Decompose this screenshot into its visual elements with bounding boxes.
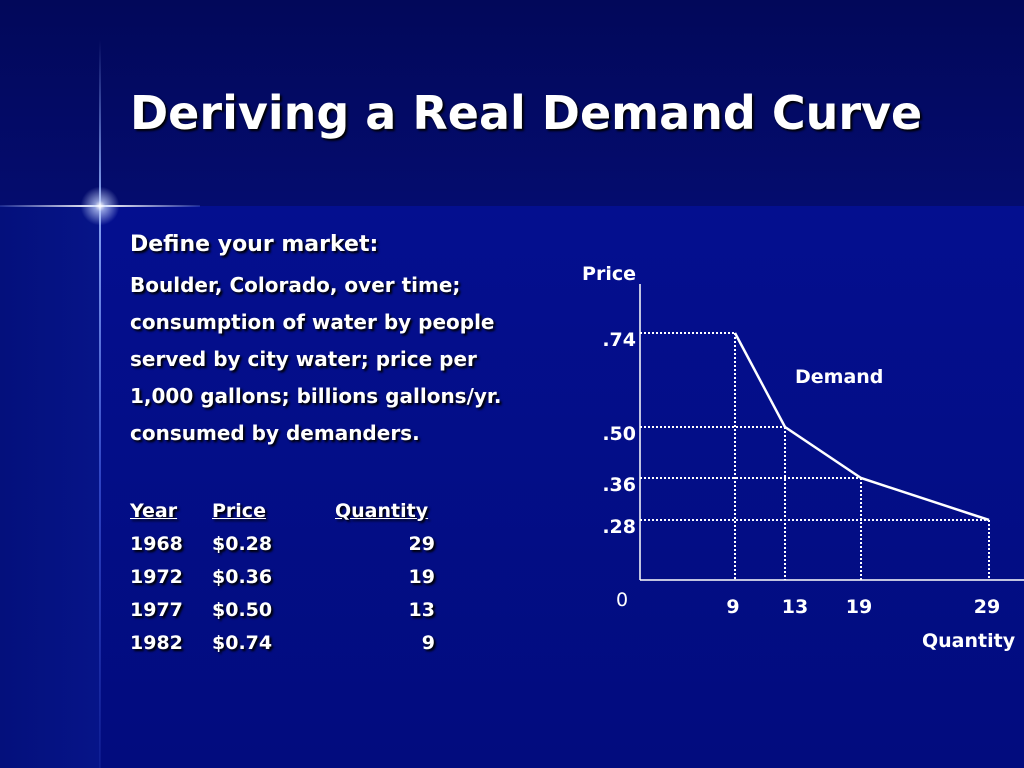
description-line: 1,000 gallons; billions gallons/yr. — [130, 384, 502, 408]
description-line: consumption of water by people — [130, 310, 495, 334]
left-band — [0, 206, 100, 768]
y-axis-label: Price — [582, 263, 636, 285]
origin-label: 0 — [616, 589, 628, 611]
table-row: 1977 $0.50 13 — [130, 593, 477, 626]
market-description: Boulder, Colorado, over time; consumptio… — [130, 268, 502, 453]
table-row: 1968 $0.28 29 — [130, 527, 477, 560]
description-line: consumed by demanders. — [130, 421, 420, 445]
x-tick-label: 19 — [846, 596, 872, 618]
header-year: Year — [130, 499, 178, 522]
cell-year: 1977 — [130, 598, 183, 621]
demand-annotation: Demand — [795, 366, 883, 388]
x-tick-label: 29 — [974, 596, 1000, 618]
table-row: 1982 $0.74 9 — [130, 626, 477, 659]
cell-quantity: 19 — [408, 565, 435, 588]
title-band — [0, 0, 1024, 206]
y-tick-label: .50 — [602, 423, 636, 445]
market-heading: Define your market: — [130, 232, 379, 257]
table-header-row: Year Price Quantity — [130, 494, 477, 527]
cell-price: $0.50 — [212, 598, 273, 621]
demand-curve — [733, 332, 990, 522]
y-tick-label: .36 — [602, 474, 636, 496]
cell-quantity: 29 — [408, 532, 435, 555]
cell-price: $0.36 — [212, 565, 273, 588]
y-tick-label: .28 — [602, 516, 636, 538]
description-line: served by city water; price per — [130, 347, 477, 371]
cell-quantity: 13 — [408, 598, 435, 621]
cell-price: $0.28 — [212, 532, 273, 555]
cell-year: 1982 — [130, 631, 183, 654]
cell-year: 1968 — [130, 532, 183, 555]
guide-lines — [640, 332, 990, 580]
cell-quantity: 9 — [421, 631, 435, 654]
decorative-vertical-line — [99, 40, 101, 768]
data-table: Year Price Quantity 1968 $0.28 29 1972 $… — [130, 494, 477, 659]
y-tick-label: .74 — [602, 329, 636, 351]
description-line: Boulder, Colorado, over time; — [130, 273, 461, 297]
cell-price: $0.74 — [212, 631, 273, 654]
body-background — [0, 206, 1024, 768]
slide-title: Deriving a Real Demand Curve — [130, 86, 923, 140]
x-tick-label: 13 — [782, 596, 808, 618]
axes — [639, 284, 1024, 581]
chart-labels: Price Quantity 0 Demand .74 .50 .36 .28 9 13 1… — [582, 263, 1016, 652]
table-row: 1972 $0.36 19 — [130, 560, 477, 593]
sparkle-icon — [75, 181, 125, 231]
header-price: Price — [212, 499, 266, 522]
cell-year: 1972 — [130, 565, 183, 588]
header-quantity: Quantity — [335, 499, 429, 522]
x-tick-label: 9 — [726, 596, 739, 618]
x-axis-label: Quantity — [922, 630, 1016, 652]
